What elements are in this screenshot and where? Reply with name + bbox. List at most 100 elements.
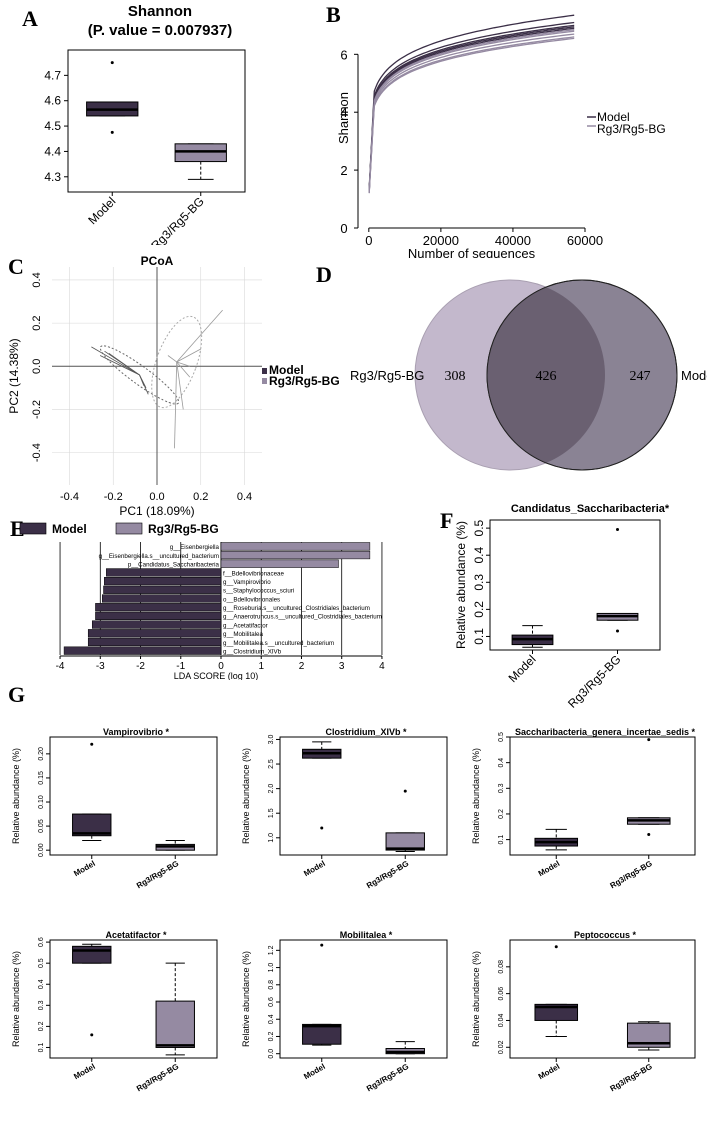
rarefaction-line-model (368, 14, 575, 190)
chart-title: Acetatifactor * (105, 930, 167, 940)
panel-label-d: D (316, 262, 332, 287)
y-tick-label: 0.5 (472, 519, 486, 536)
outlier-point (320, 943, 324, 947)
y-tick-label: -0.4 (31, 443, 43, 462)
x-tick-label: Rg3/Rg5-BG (135, 859, 180, 890)
x-tick-label: -0.2 (104, 491, 123, 503)
panel-label-c: C (8, 254, 24, 279)
vampirovibrio-boxplot: Vampirovibrio * Relative abundance (%) 0.0… (11, 727, 218, 890)
legend-swatch-model (262, 368, 267, 374)
y-tick-label: 0.2 (498, 809, 505, 819)
x-tick-label: -1 (176, 661, 185, 672)
lda-bar-model (102, 594, 222, 603)
venn-overlap-region (487, 280, 605, 470)
x-tick-label: 0 (218, 661, 224, 672)
y-axis-label: Relative abundance (%) (241, 951, 251, 1047)
chart-title: Mobilitalea * (340, 930, 393, 940)
x-tick-label: Rg3/Rg5-BG (365, 859, 410, 890)
y-tick-label: 0.8 (268, 980, 275, 990)
venn-label-treatment: Rg3/Rg5-BG (350, 368, 424, 383)
outlier-point (616, 629, 619, 633)
lda-bar-model (87, 637, 222, 647)
x-axis-label: PC1 (18.09%) (119, 504, 194, 518)
x-tick-label: 4 (379, 661, 385, 672)
y-tick-label: 0.06 (498, 987, 505, 1001)
lda-bar-model (91, 620, 222, 629)
candidatus-saccharibacteria-boxplot: Candidatus_Saccharibacteria* Relative abu… (454, 503, 670, 711)
lda-bar-model (95, 603, 222, 612)
spider-segment-treatment (174, 361, 178, 449)
confidence-ellipse-model (99, 345, 180, 405)
plot-frame (489, 519, 661, 651)
venn-count-left-only: 308 (445, 369, 466, 384)
y-tick-label: 0.10 (38, 795, 45, 809)
x-tick-label: Rg3/Rg5-BG (135, 1062, 180, 1093)
legend-swatch-model (19, 522, 47, 535)
y-axis-label: Relative abundance (%) (11, 951, 21, 1047)
x-tick-label: Model (537, 1062, 562, 1081)
y-tick-label: 0.08 (498, 960, 505, 974)
lda-bar-treatment (220, 542, 371, 551)
y-tick-label: 0 (340, 221, 347, 236)
rarefaction-line-treatment (368, 33, 575, 193)
lefse-lda-bar-chart: Model Rg3/Rg5-BG g__Eisenbergiella g__Eisen… (19, 522, 385, 680)
y-axis-label: PC2 (14.38%) (7, 338, 21, 413)
box-model (72, 813, 112, 837)
box-treatment (385, 832, 425, 851)
outlier-point (90, 742, 94, 746)
lda-bar-label: g__Eisenbergiella (170, 544, 220, 551)
panel-label-a: A (22, 6, 38, 31)
x-tick-label: -0.4 (60, 491, 79, 503)
y-tick-label: 0.05 (38, 819, 45, 833)
rarefaction-line-treatment (368, 37, 575, 194)
rarefaction-line-model (368, 21, 575, 191)
lda-bar-label: g__Acetatifactor (223, 622, 268, 629)
outlier-point (110, 61, 114, 65)
y-tick-label: 0.4 (268, 1014, 275, 1024)
y-tick-label: 0.6 (268, 997, 275, 1007)
x-tick-label: Rg3/Rg5-BG (365, 1062, 410, 1093)
spider-segment-model (108, 353, 140, 376)
chart-title: Shannon (128, 3, 192, 20)
legend-label-model: Model (597, 110, 630, 124)
plot-frame (279, 736, 448, 856)
chart-title: Candidatus_Saccharibacteria* (511, 503, 670, 515)
lda-bar-label: g__Mobilitalea.s__uncultured_bacterium (223, 640, 334, 647)
y-tick-label: 0.4 (498, 758, 505, 768)
x-tick-label: Model (302, 1062, 327, 1081)
x-tick-label: Model (85, 194, 118, 227)
y-tick-label: 0.6 (38, 937, 45, 947)
y-tick-label: 3.0 (268, 734, 275, 744)
venn-count-overlap: 426 (536, 369, 557, 384)
outlier-point (647, 832, 651, 836)
y-tick-label: 0.5 (498, 732, 505, 742)
plot-frame (67, 49, 246, 193)
saccharibacteria-genera-boxplot: Saccharibacteria_genera_incertae_sedis *… (471, 727, 696, 890)
x-tick-label: Rg3/Rg5-BG (565, 652, 623, 710)
y-tick-label: 0.4 (38, 979, 45, 989)
y-tick-label: 4.4 (44, 144, 61, 158)
venn-count-right-only: 247 (630, 369, 651, 384)
spider-segment-treatment (176, 361, 191, 378)
spider-segment-treatment (176, 361, 184, 410)
outlier-point (554, 945, 558, 949)
y-tick-label: 1.0 (268, 963, 275, 973)
y-axis-label: Relative abundance (%) (241, 748, 251, 844)
y-tick-label: 4 (340, 105, 347, 120)
chart-title: Clostridium_XIVb * (325, 727, 407, 737)
rarefaction-line-model (368, 26, 575, 192)
y-tick-label: 1.5 (268, 808, 275, 818)
lda-bar-label: g__Anaerotruncus.s__uncultured_Clostridi… (223, 614, 382, 621)
lda-bar-label: o__Bdellovibrionales (223, 596, 280, 603)
outlier-point (320, 826, 324, 830)
clostridium-xivb-boxplot: Clostridium_XIVb * Relative abundance (%)… (241, 727, 448, 890)
x-tick-label: Rg3/Rg5-BG (148, 194, 206, 245)
lda-bar-label: g__Roseburia.s__uncultured_Clostridiales… (223, 605, 370, 612)
y-tick-label: 0.0 (268, 1049, 275, 1059)
x-axis-label: Number of sequences (408, 246, 536, 258)
lda-bar-label: s__Staphylococcus_sciuri (223, 588, 294, 595)
outlier-point (403, 789, 407, 793)
x-tick-label: 2 (299, 661, 305, 672)
y-tick-label: 6 (340, 47, 347, 62)
y-tick-label: 0.1 (498, 835, 505, 845)
